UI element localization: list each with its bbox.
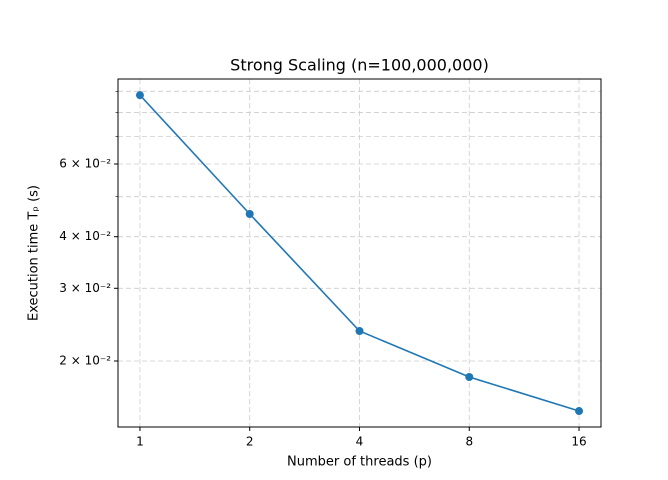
x-tick-label: 8	[465, 435, 473, 449]
x-tick-label: 2	[246, 435, 254, 449]
y-tick-label: 2 × 10⁻²	[59, 353, 111, 367]
y-tick-label: 3 × 10⁻²	[59, 281, 111, 295]
x-tick-label: 16	[571, 435, 586, 449]
y-tick-label: 6 × 10⁻²	[59, 157, 111, 171]
y-tick-label: 4 × 10⁻²	[59, 229, 111, 243]
y-axis-label: Execution time Tₚ (s)	[27, 185, 42, 321]
marker	[245, 210, 254, 219]
x-tick-label: 4	[356, 435, 364, 449]
x-axis-label: Number of threads (p)	[287, 455, 432, 470]
marker	[355, 327, 364, 336]
x-tick-label: 1	[136, 435, 144, 449]
plot-frame	[117, 78, 602, 428]
marker	[135, 91, 144, 100]
chart-title: Strong Scaling (n=100,000,000)	[230, 56, 489, 75]
marker	[465, 373, 474, 382]
marker	[575, 407, 584, 416]
